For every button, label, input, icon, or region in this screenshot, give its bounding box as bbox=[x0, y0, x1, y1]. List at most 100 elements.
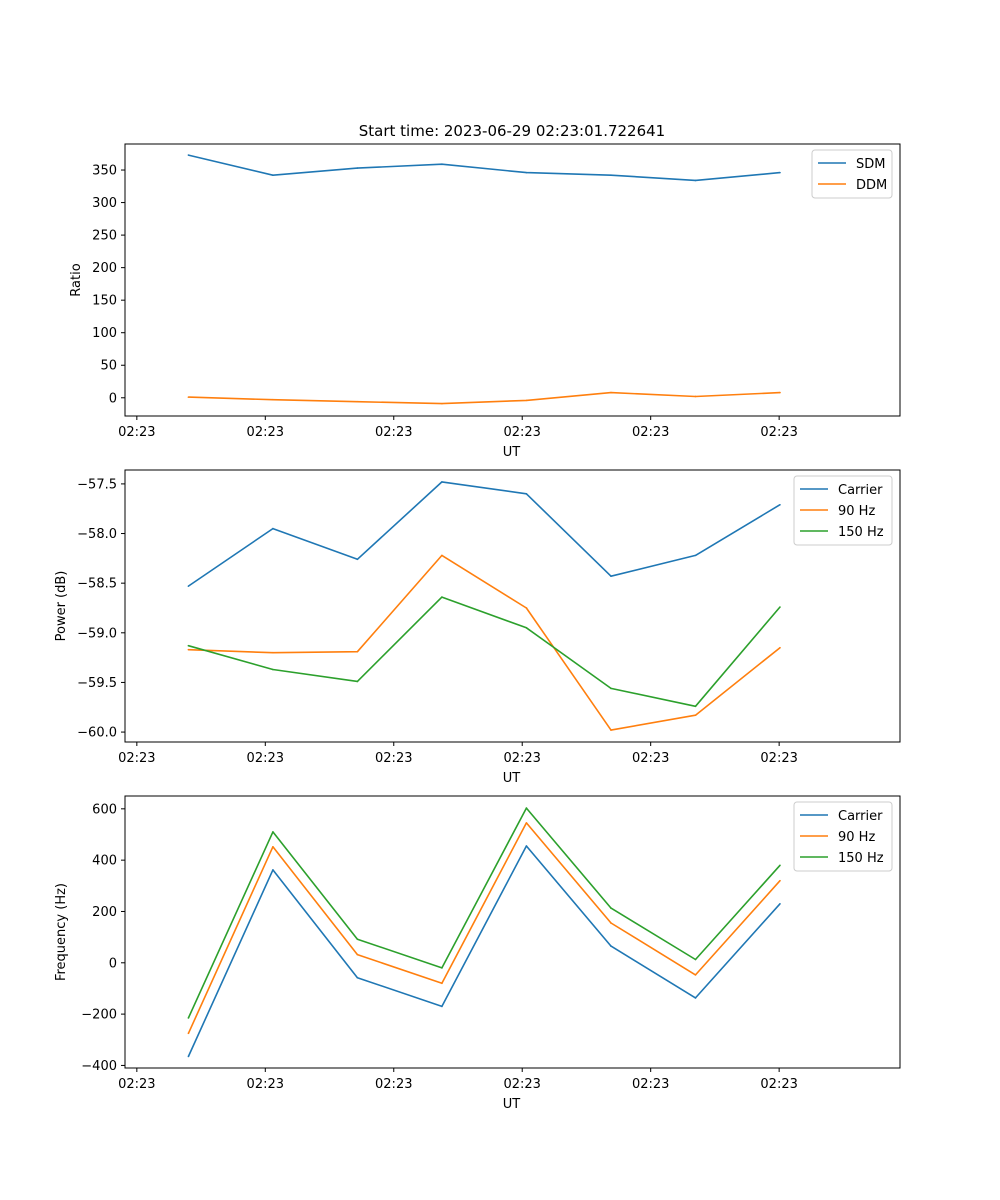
data-point bbox=[441, 402, 443, 405]
data-point bbox=[694, 714, 697, 716]
data-point bbox=[779, 606, 781, 608]
data-point bbox=[610, 945, 612, 947]
axes-frame bbox=[124, 469, 901, 743]
x-tick-label: 02:23 bbox=[503, 1077, 540, 1092]
data-point bbox=[525, 807, 528, 809]
data-point bbox=[356, 680, 359, 683]
y-tick-label: −59.5 bbox=[77, 676, 117, 691]
y-tick-label: −400 bbox=[81, 1059, 117, 1074]
x-tick-label: 02:23 bbox=[760, 1077, 797, 1092]
data-point bbox=[610, 391, 612, 394]
y-tick-label: 400 bbox=[92, 854, 117, 869]
legend-label: 90 Hz bbox=[838, 504, 875, 519]
data-point bbox=[441, 1005, 443, 1008]
data-point bbox=[779, 171, 781, 174]
series-line-90-hz bbox=[187, 822, 781, 1034]
x-tick-label: 02:23 bbox=[503, 425, 540, 440]
series-line-90-hz bbox=[188, 554, 781, 731]
data-point bbox=[525, 627, 528, 629]
data-point bbox=[779, 864, 781, 867]
data-point bbox=[272, 668, 274, 671]
series-line-carrier bbox=[187, 845, 781, 1057]
x-tick-label: 02:23 bbox=[760, 751, 797, 766]
x-tick-label: 02:23 bbox=[375, 425, 412, 440]
x-tick-label: 02:23 bbox=[503, 751, 540, 766]
legend-label: 150 Hz bbox=[838, 851, 884, 866]
panel-3: −400 −200 0 200 400 600 02:23 02:23 02:23 02:23 02… bbox=[54, 795, 901, 1112]
data-point bbox=[610, 575, 612, 578]
y-tick-label: −58.0 bbox=[77, 527, 117, 542]
data-point bbox=[356, 167, 359, 169]
data-point bbox=[779, 503, 781, 506]
legend-label: DDM bbox=[856, 178, 887, 193]
y-tick-label: −59.0 bbox=[77, 626, 117, 641]
data-point bbox=[187, 648, 190, 651]
legend: SDM DDM bbox=[811, 149, 893, 199]
data-point bbox=[441, 481, 443, 483]
data-point bbox=[356, 558, 359, 561]
axes-frame bbox=[124, 795, 901, 1069]
data-point bbox=[525, 607, 528, 609]
x-tick-label: 02:23 bbox=[118, 751, 155, 766]
axes-frame bbox=[124, 143, 901, 417]
legend-label: 150 Hz bbox=[838, 525, 884, 540]
x-tick-label: 02:23 bbox=[375, 751, 412, 766]
data-point bbox=[441, 967, 443, 969]
data-point bbox=[356, 976, 359, 979]
y-axis-label: Power (dB) bbox=[54, 571, 69, 642]
y-tick-label: 300 bbox=[92, 196, 117, 211]
x-tick-label: 02:23 bbox=[760, 425, 797, 440]
panel-2: −60.0 −59.5 −59.0 −58.5 −58.0 −57.5 02:23 02:23… bbox=[54, 469, 901, 786]
panels: 0 50 100 150 200 250 300 350 02:23 02:23 02:23 02:2… bbox=[54, 143, 901, 1112]
data-point bbox=[187, 154, 190, 156]
data-point bbox=[525, 822, 528, 824]
legend-box bbox=[793, 801, 893, 872]
data-point bbox=[272, 398, 274, 401]
data-point bbox=[610, 687, 612, 690]
x-tick-label: 02:23 bbox=[247, 1077, 284, 1092]
data-point bbox=[694, 705, 697, 708]
data-point bbox=[694, 395, 697, 398]
data-point bbox=[356, 400, 359, 403]
y-tick-label: 350 bbox=[92, 164, 117, 179]
data-point bbox=[356, 953, 359, 956]
x-axis-label: UT bbox=[503, 1097, 521, 1112]
x-tick-label: 02:23 bbox=[632, 1077, 669, 1092]
data-point bbox=[610, 922, 612, 924]
y-tick-label: −57.5 bbox=[77, 477, 117, 492]
data-point bbox=[779, 646, 781, 649]
y-tick-label: 600 bbox=[92, 802, 117, 817]
data-point bbox=[272, 651, 274, 654]
x-tick-label: 02:23 bbox=[632, 751, 669, 766]
panel-1: 0 50 100 150 200 250 300 350 02:23 02:23 02:23 02:2… bbox=[69, 143, 901, 460]
data-point bbox=[272, 869, 274, 871]
data-point bbox=[779, 902, 781, 905]
y-tick-label: 100 bbox=[92, 326, 117, 341]
series-line-carrier bbox=[187, 481, 781, 587]
data-point bbox=[272, 527, 274, 530]
y-tick-label: −200 bbox=[81, 1008, 117, 1023]
x-tick-label: 02:23 bbox=[118, 1077, 155, 1092]
legend: Carrier 90 Hz 150 Hz bbox=[793, 801, 893, 872]
data-point bbox=[356, 650, 359, 653]
series-line-ddm bbox=[188, 391, 781, 405]
data-point bbox=[694, 958, 697, 961]
x-tick-label: 02:23 bbox=[632, 425, 669, 440]
x-tick-label: 02:23 bbox=[375, 1077, 412, 1092]
y-tick-label: 0 bbox=[109, 956, 117, 971]
x-axis-label: UT bbox=[503, 771, 521, 786]
data-point bbox=[187, 1017, 190, 1019]
series-line-150-hz bbox=[188, 596, 781, 708]
data-point bbox=[272, 831, 274, 833]
series-line-sdm bbox=[188, 154, 781, 182]
data-point bbox=[525, 845, 528, 847]
data-point bbox=[779, 391, 781, 394]
legend-label: SDM bbox=[856, 157, 885, 172]
data-point bbox=[694, 997, 697, 999]
data-point bbox=[610, 174, 612, 177]
data-point bbox=[187, 1055, 190, 1058]
data-point bbox=[272, 846, 274, 848]
y-tick-label: 250 bbox=[92, 229, 117, 244]
data-point bbox=[441, 554, 443, 557]
